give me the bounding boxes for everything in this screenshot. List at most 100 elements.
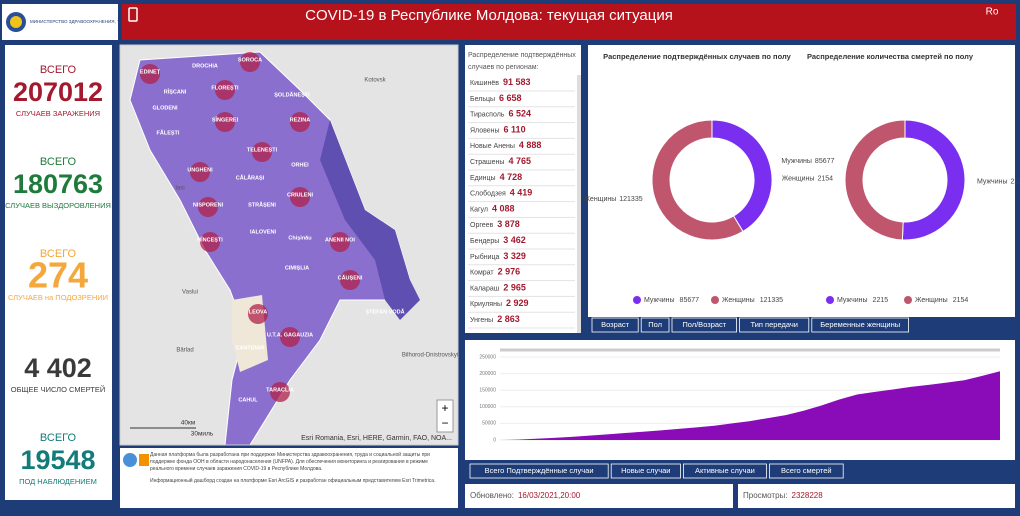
slice-label: Женщины 121335 — [584, 196, 643, 203]
map-cluster — [340, 270, 360, 290]
region-row[interactable]: Кишинёв 91 583 — [470, 77, 531, 87]
map-attribution: Esri Romania, Esri, HERE, Garmin, FAO, N… — [301, 435, 452, 442]
region-row[interactable]: Яловены 6 110 — [470, 125, 526, 135]
region-row[interactable]: Бендеры 3 462 — [470, 235, 526, 245]
zoom-control[interactable] — [436, 399, 454, 433]
stat-value: 180763 — [13, 169, 103, 199]
tab-label[interactable]: Возраст — [601, 320, 630, 329]
region-name: Тирасполь — [470, 111, 505, 118]
language-switch[interactable]: Ro — [986, 7, 999, 18]
region-row[interactable]: Криуляны 2 929 — [470, 299, 529, 309]
slice-name: Женщины — [782, 175, 815, 182]
stat-value: 19548 — [20, 445, 95, 475]
tab-label[interactable]: Беременные женщины — [820, 320, 900, 329]
map-cluster — [290, 112, 310, 132]
tab-button[interactable] — [769, 463, 844, 479]
tab-label[interactable]: Пол — [648, 320, 662, 329]
map-label: TARACLIA — [266, 387, 294, 393]
slice-name: Женщины — [584, 196, 617, 203]
tab-button[interactable] — [640, 317, 670, 333]
tab-label[interactable]: Новые случаи — [621, 466, 670, 475]
y-tick-label: 200000 — [479, 371, 496, 377]
map-label: Kotovsk — [364, 78, 386, 84]
zoom-out[interactable]: − — [441, 416, 448, 430]
info-text: Данная платформа была разработана при по… — [150, 452, 430, 472]
tab-label[interactable]: Пол/Возраст — [682, 320, 726, 329]
region-value: 6 110 — [504, 125, 526, 135]
region-row[interactable]: Слободзея 4 419 — [470, 188, 532, 198]
tab-button[interactable] — [739, 317, 810, 333]
region-row[interactable]: Новые Анены 4 888 — [470, 141, 541, 151]
region-row[interactable]: Комрат 2 976 — [470, 267, 520, 277]
region-name: Кагул — [470, 206, 488, 213]
views-panel — [738, 484, 1015, 508]
region-name: Криуляны — [470, 301, 502, 308]
updated-panel — [465, 484, 733, 508]
map-cluster — [198, 197, 218, 217]
region-row[interactable]: Единцы 4 728 — [470, 172, 522, 182]
info-text: Информационный дашборд создан на платфор… — [150, 478, 436, 484]
tab-label[interactable]: Всего смертей — [781, 466, 832, 475]
tab-button[interactable] — [469, 463, 609, 479]
region-value: 2 965 — [503, 283, 526, 293]
map-label: ȘOLDĂNEȘTI — [274, 91, 310, 98]
tab-label[interactable]: Тип передачи — [750, 320, 797, 329]
region-row[interactable]: Страшены 4 765 — [470, 156, 531, 166]
legend-label[interactable]: Мужчины 2215 — [837, 297, 888, 304]
stat-value: 207012 — [13, 77, 103, 107]
slice-value: 85677 — [815, 158, 835, 165]
map-label: EDINEȚ — [140, 69, 161, 75]
tab-button[interactable] — [811, 317, 909, 333]
map-label: TELENEȘTI — [247, 147, 278, 153]
region-row[interactable]: Тирасполь 6 524 — [470, 109, 531, 119]
region-value: 4 088 — [492, 204, 515, 214]
region-value: 6 658 — [499, 93, 522, 103]
tab-button[interactable] — [610, 463, 681, 479]
region-row[interactable]: Рыбница 3 329 — [470, 251, 526, 261]
region-row[interactable]: Калараш 2 965 — [470, 283, 526, 293]
header-bar — [122, 4, 1016, 40]
map-cluster — [200, 232, 220, 252]
region-value: 6 524 — [508, 109, 531, 119]
map-label: FĂLEȘTI — [157, 129, 180, 136]
chart-title: Распределение количества смертей по полу — [807, 52, 974, 61]
map-cluster — [140, 64, 160, 84]
region-value: 3 462 — [503, 235, 526, 245]
tab-button[interactable] — [683, 463, 767, 479]
legend-swatch[interactable] — [826, 296, 834, 304]
tab-button[interactable] — [591, 317, 639, 333]
region-row[interactable]: Унгены 2 863 — [470, 314, 520, 324]
info-logo — [123, 453, 137, 467]
updated-value: 16/03/2021,20:00 — [518, 491, 581, 500]
header-title: COVID-19 в Республике Молдова: текущая с… — [305, 7, 673, 24]
region-row[interactable]: Оргеев 3 878 — [470, 220, 520, 230]
stat-prefix: ВСЕГО — [40, 432, 77, 444]
legend-swatch[interactable] — [711, 296, 719, 304]
donut-slice — [651, 119, 744, 241]
region-name: Яловены — [470, 127, 500, 134]
updated: Обновлено: 16/03/2021,20:00 — [470, 491, 581, 500]
regions-scrollbar[interactable] — [577, 75, 581, 333]
info-panel — [120, 448, 458, 508]
legend-label[interactable]: Женщины 121335 — [722, 297, 783, 304]
map-label: CRIULENI — [287, 192, 313, 198]
legend-label[interactable]: Женщины 2154 — [915, 297, 968, 304]
legend-swatch[interactable] — [904, 296, 912, 304]
map-cluster — [290, 187, 310, 207]
map-label: DROCHIA — [192, 63, 218, 69]
region-name: Слободзея — [470, 189, 506, 197]
legend-swatch[interactable] — [633, 296, 641, 304]
regions-panel — [465, 45, 581, 333]
map-cluster — [330, 232, 350, 252]
legend-label[interactable]: Мужчины 85677 — [644, 297, 699, 304]
region-row[interactable]: Кагул 4 088 — [470, 204, 515, 214]
zoom-in[interactable]: + — [441, 401, 448, 415]
region-row[interactable]: Бельцы 6 658 — [470, 93, 522, 103]
map-cluster — [190, 162, 210, 182]
tab-label[interactable]: Активные случаи — [695, 466, 755, 475]
phone-icon[interactable] — [128, 7, 138, 22]
stat-label: СЛУЧАЕВ ЗАРАЖЕНИЯ — [16, 109, 100, 118]
tab-label[interactable]: Всего Подтверждённые случаи — [485, 466, 594, 475]
tab-button[interactable] — [671, 317, 737, 333]
stats-panel — [5, 45, 112, 500]
